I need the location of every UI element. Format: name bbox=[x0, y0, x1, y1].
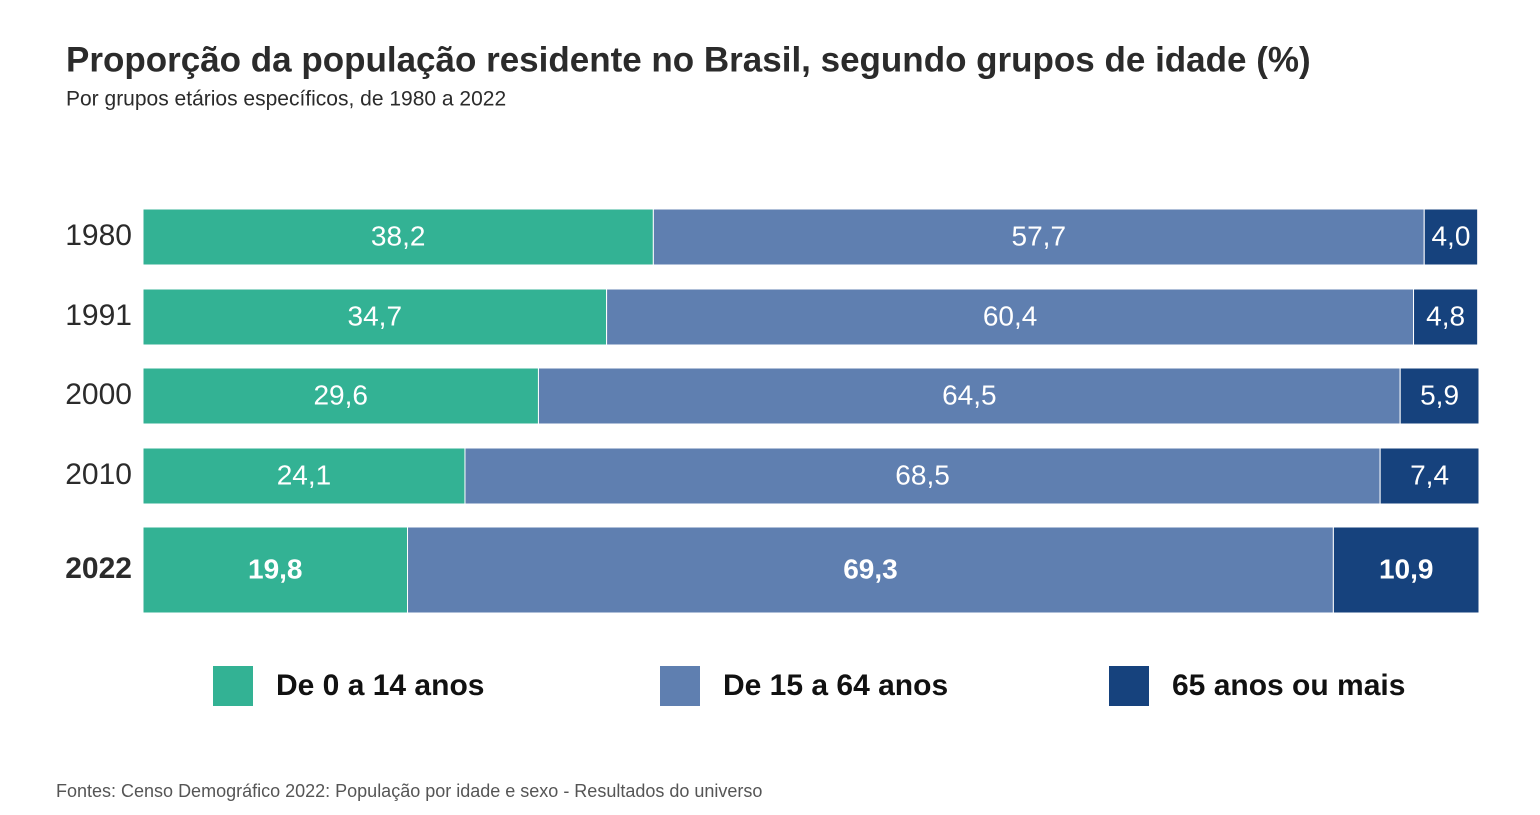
value-label: 4,0 bbox=[1431, 220, 1470, 251]
value-label: 34,7 bbox=[348, 300, 403, 331]
value-label: 69,3 bbox=[843, 553, 898, 584]
value-label: 7,4 bbox=[1410, 459, 1449, 490]
source-note: Fontes: Censo Demográfico 2022: Populaçã… bbox=[56, 781, 762, 801]
value-label: 24,1 bbox=[277, 459, 332, 490]
legend-swatch bbox=[1109, 666, 1149, 706]
bar-segment bbox=[606, 288, 1415, 346]
legend-swatch bbox=[660, 666, 700, 706]
value-label: 29,6 bbox=[313, 379, 368, 410]
value-label: 64,5 bbox=[942, 379, 997, 410]
bar-segment bbox=[652, 208, 1425, 266]
bar-segment bbox=[142, 367, 539, 425]
value-label: 68,5 bbox=[895, 459, 950, 490]
bar-segment bbox=[142, 447, 466, 505]
value-label: 10,9 bbox=[1379, 553, 1434, 584]
bar-segment bbox=[1399, 367, 1480, 425]
y-tick-label: 2000 bbox=[65, 378, 132, 411]
bar-segment bbox=[1379, 447, 1480, 505]
bar-segment bbox=[142, 526, 409, 614]
bar-segment bbox=[537, 367, 1401, 425]
chart-title: Proporção da população residente no Bras… bbox=[66, 40, 1311, 79]
bar-segment bbox=[142, 208, 654, 266]
bar-segment bbox=[142, 288, 608, 346]
bar-segment bbox=[1423, 208, 1479, 266]
y-tick-label: 2010 bbox=[65, 458, 132, 491]
legend-label: De 15 a 64 anos bbox=[723, 669, 948, 702]
legend-label: De 0 a 14 anos bbox=[276, 669, 484, 702]
value-label: 4,8 bbox=[1426, 300, 1465, 331]
bar-segment bbox=[1332, 526, 1480, 614]
legend-swatch bbox=[213, 666, 253, 706]
legend-label: 65 anos ou mais bbox=[1172, 669, 1405, 702]
y-tick-label: 1991 bbox=[65, 299, 132, 332]
chart-subtitle: Por grupos etários específicos, de 1980 … bbox=[66, 88, 506, 111]
value-label: 5,9 bbox=[1420, 379, 1459, 410]
y-tick-label: 2022 bbox=[65, 552, 132, 585]
value-label: 19,8 bbox=[248, 553, 303, 584]
value-label: 57,7 bbox=[1012, 220, 1067, 251]
value-label: 38,2 bbox=[371, 220, 426, 251]
bar-segment bbox=[1413, 288, 1479, 346]
y-tick-label: 1980 bbox=[65, 219, 132, 252]
value-label: 60,4 bbox=[983, 300, 1038, 331]
bar-segment bbox=[407, 526, 1334, 614]
